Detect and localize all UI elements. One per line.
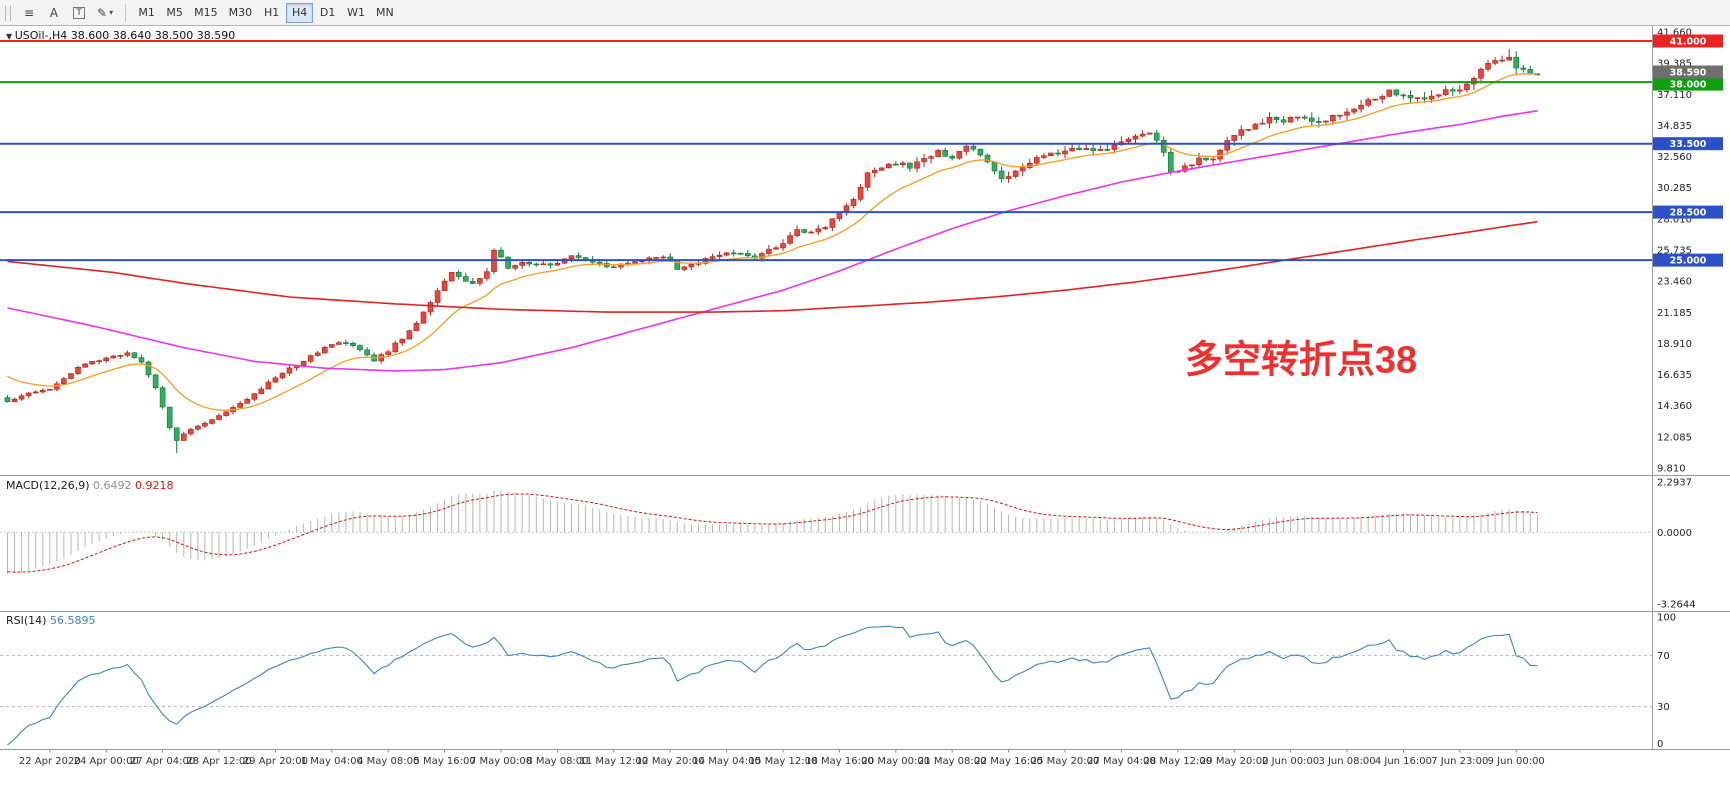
- price-badge-28.500: 28.500: [1670, 208, 1707, 219]
- macd-tick: -3.2644: [1657, 600, 1696, 611]
- price-badge-38.000-bg: [1653, 77, 1723, 91]
- price-tick: 12.085: [1657, 432, 1692, 443]
- price-tick: 21.185: [1657, 308, 1692, 319]
- font-button[interactable]: A: [42, 3, 66, 23]
- rsi-panel: 100 70 30 0 RSI(14) 56.5895: [0, 613, 1676, 750]
- price-tick: 28.010: [1657, 214, 1692, 225]
- price-badge-33.500-bg: [1653, 137, 1723, 151]
- time-tick-label: 8 May 08:00: [526, 756, 588, 767]
- candles-layer: [4, 49, 1541, 454]
- price-badge-25.000: 25.000: [1670, 256, 1707, 267]
- time-tick-label: 1 May 04:00: [301, 756, 363, 767]
- draw-tool-button[interactable]: ✎ ▾: [92, 3, 118, 23]
- time-tick-label: 7 May 00:00: [470, 756, 532, 767]
- timeframe-button-mn[interactable]: MN: [371, 3, 399, 23]
- text-tool-icon: T: [73, 6, 85, 19]
- text-tool-button[interactable]: T: [67, 3, 91, 23]
- time-tick-label: 29 May 20:00: [1200, 756, 1269, 767]
- mid-ma-line: [7, 110, 1538, 372]
- price-scale: 41.660 39.385 37.110 34.835 32.560 30.285 28.0…: [1653, 28, 1723, 475]
- time-tick-label: 21 May 08:00: [918, 756, 987, 767]
- macd-label: MACD(12,26,9) 0.6492 0.9218: [6, 479, 174, 492]
- time-tick-label: 7 Jun 23:00: [1431, 756, 1488, 767]
- time-tick-label: 18 May 16:00: [805, 756, 874, 767]
- chart-list-icon: ≡: [23, 5, 35, 20]
- time-tick-label: 28 Apr 12:00: [186, 756, 251, 767]
- macd-panel: 2.2937 0.0000 -3.2644 MACD(12,26,9) 0.6492 …: [0, 478, 1696, 611]
- price-tick: 9.810: [1657, 464, 1686, 475]
- chevron-down-icon: ▾: [109, 8, 114, 17]
- time-tick-label: 15 May 12:00: [749, 756, 818, 767]
- rsi-tick: 100: [1657, 613, 1676, 624]
- macd-tick: 0.0000: [1657, 528, 1692, 539]
- price-badge-25.000-bg: [1653, 253, 1723, 267]
- timeframe-button-h1[interactable]: H1: [258, 3, 285, 23]
- timeframe-button-h4[interactable]: H4: [286, 2, 314, 23]
- price-tick: 18.910: [1657, 339, 1692, 350]
- price-badge-41.000: 41.000: [1670, 37, 1707, 48]
- price-tick: 32.560: [1657, 152, 1692, 163]
- timeframe-button-w1[interactable]: W1: [342, 3, 370, 23]
- price-tick: 14.360: [1657, 401, 1692, 412]
- toolbar-grip[interactable]: [5, 4, 11, 21]
- time-tick-label: 4 May 08:00: [357, 756, 419, 767]
- time-tick-label: 27 Apr 04:00: [130, 756, 195, 767]
- rsi-tick: 0: [1657, 739, 1663, 750]
- timeframe-button-m1[interactable]: M1: [133, 3, 160, 23]
- top-toolbar: ≡ A T ✎ ▾ M1 M5 M15 M30 H1 H4 D1 W1 MN: [0, 0, 1730, 26]
- chart-list-button[interactable]: ≡: [17, 3, 41, 23]
- time-tick-label: 25 May 20:00: [1031, 756, 1100, 767]
- timeframe-button-m30[interactable]: M30: [224, 3, 258, 23]
- price-tick: 39.385: [1657, 59, 1692, 70]
- slow-ma-line: [7, 220, 1538, 313]
- time-tick-label: 9 Jun 00:00: [1488, 756, 1545, 767]
- time-tick-label: 29 Apr 20:00: [243, 756, 308, 767]
- current-price-badge: 38.590: [1670, 68, 1707, 79]
- time-tick-label: 24 Apr 00:00: [74, 756, 139, 767]
- rsi-label: RSI(14) 56.5895: [6, 614, 95, 627]
- price-tick: 23.460: [1657, 277, 1692, 288]
- macd-tick: 2.2937: [1657, 478, 1692, 489]
- price-tick: 25.735: [1657, 246, 1692, 257]
- time-tick-label: 28 May 12:00: [1144, 756, 1213, 767]
- chart-annotation-text[interactable]: 多空转折点38: [1185, 339, 1417, 381]
- current-price-badge-bg: [1653, 65, 1723, 79]
- time-tick-label: 27 May 04:00: [1087, 756, 1156, 767]
- rsi-tick: 30: [1657, 702, 1670, 713]
- time-tick-label: 3 Jun 08:00: [1318, 756, 1375, 767]
- price-tick: 41.660: [1657, 28, 1692, 39]
- timeframe-button-m5[interactable]: M5: [161, 3, 188, 23]
- time-tick-label: 4 Jun 16:00: [1375, 756, 1432, 767]
- horizontal-lines: [0, 40, 1652, 262]
- pencil-icon: ✎: [97, 5, 108, 20]
- rsi-tick: 70: [1657, 651, 1670, 662]
- time-tick-label: 5 May 16:00: [414, 756, 476, 767]
- time-tick-label: 22 Apr 2020: [19, 756, 81, 767]
- time-tick-label: 12 May 20:00: [636, 756, 705, 767]
- time-tick-label: 11 May 12:00: [580, 756, 649, 767]
- fast-ma-line: [7, 73, 1538, 411]
- price-tick: 34.835: [1657, 121, 1692, 132]
- price-tick: 37.110: [1657, 90, 1692, 101]
- time-tick-label: 20 May 00:00: [862, 756, 931, 767]
- timeframe-button-m15[interactable]: M15: [189, 3, 223, 23]
- price-badge-41.000-bg: [1653, 34, 1723, 48]
- time-tick-label: 14 May 04:00: [692, 756, 761, 767]
- price-badge-33.500: 33.500: [1670, 139, 1707, 150]
- chart-canvas[interactable]: 41.660 39.385 37.110 34.835 32.560 30.285 28.0…: [0, 26, 1730, 793]
- price-badge-28.500-bg: [1653, 205, 1723, 219]
- font-a-icon: A: [49, 5, 59, 20]
- timeframe-button-d1[interactable]: D1: [314, 3, 341, 23]
- macd-signal-line: [7, 493, 1538, 573]
- symbol-info-label: ▼ USOil-,H4 38.600 38.640 38.500 38.590: [6, 29, 235, 42]
- time-tick-label: 2 Jun 00:00: [1262, 756, 1319, 767]
- toolbar-separator: [125, 3, 127, 22]
- price-badge-38.000: 38.000: [1670, 80, 1707, 91]
- time-tick-label: 22 May 16:00: [974, 756, 1043, 767]
- rsi-line: [7, 625, 1538, 746]
- price-tick: 16.635: [1657, 370, 1692, 381]
- price-tick: 30.285: [1657, 183, 1692, 194]
